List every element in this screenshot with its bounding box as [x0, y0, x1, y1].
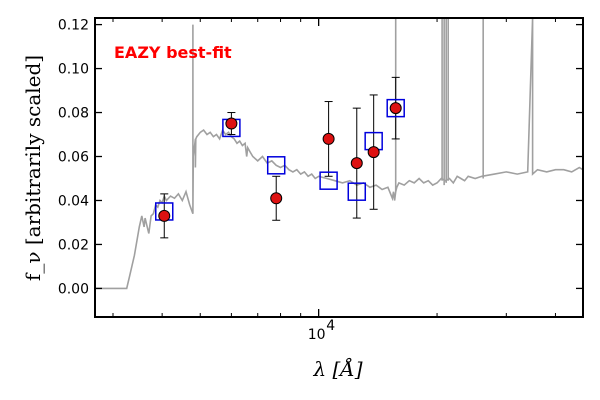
annotation-label: EAZY best-fit [114, 43, 232, 62]
data-point [367, 146, 380, 159]
model-box [266, 156, 286, 175]
y-tick-label: 0.08 [58, 106, 89, 122]
y-tick-label: 0.04 [58, 193, 89, 209]
data-point [389, 102, 402, 115]
x-axis-title: λ [Å] [312, 356, 362, 381]
plot-frame [94, 17, 584, 318]
data-point [270, 192, 283, 205]
data-point [350, 157, 363, 170]
data-point [158, 209, 171, 222]
y-tick-label: 0.12 [58, 18, 89, 34]
model-box [319, 171, 338, 190]
axes-layer: 0.00 0.02 0.04 0.06 0.08 0.10 0.12 104 [58, 18, 583, 343]
y-axis-title: f_ν [arbitrarily scaled] [21, 55, 45, 281]
y-tick-label: 0.00 [58, 281, 89, 297]
model-box [347, 182, 367, 201]
model-box [386, 98, 405, 118]
data-point [322, 132, 335, 145]
points-layer [155, 76, 405, 239]
x-tick-label: 10 [308, 327, 326, 343]
x-tick-label-exponent: 4 [326, 318, 335, 334]
y-tick-label: 0.06 [58, 150, 89, 166]
y-tick-label: 0.10 [58, 62, 89, 78]
data-point [225, 117, 238, 130]
y-tick-label: 0.02 [58, 237, 89, 253]
